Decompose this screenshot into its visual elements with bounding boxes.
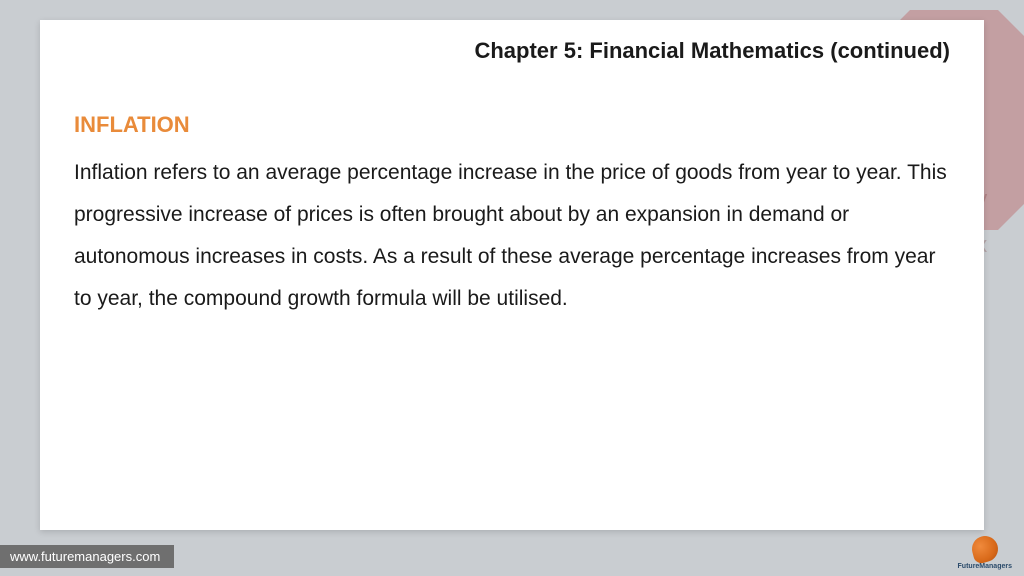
slide-card: Chapter 5: Financial Mathematics (contin… (40, 20, 984, 530)
brand-logo: FutureManagers (958, 536, 1012, 570)
brand-logo-text: FutureManagers (958, 563, 1012, 570)
footer-url-bar: www.futuremanagers.com (0, 545, 174, 568)
flame-icon (969, 533, 1001, 565)
body-paragraph: Inflation refers to an average percentag… (74, 152, 950, 320)
footer-url-text: www.futuremanagers.com (10, 549, 160, 564)
section-heading: INFLATION (74, 112, 950, 138)
chapter-title: Chapter 5: Financial Mathematics (contin… (74, 38, 950, 64)
